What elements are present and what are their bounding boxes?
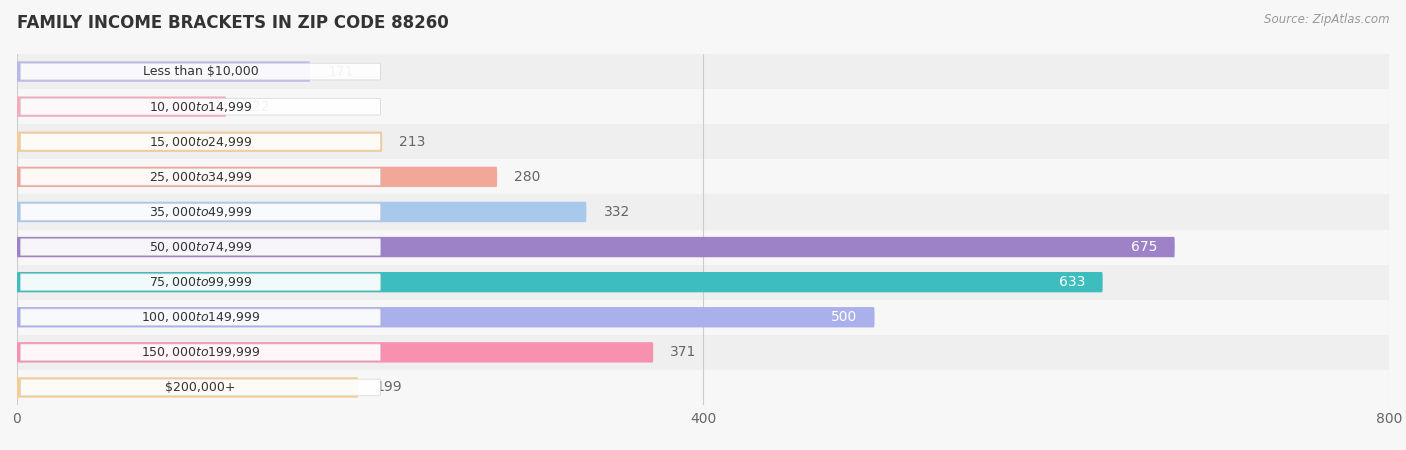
Text: 332: 332 [603, 205, 630, 219]
FancyBboxPatch shape [17, 202, 586, 222]
Text: 122: 122 [243, 99, 270, 114]
Bar [17, 194, 1389, 230]
Text: 500: 500 [831, 310, 858, 324]
Text: 371: 371 [671, 345, 697, 360]
FancyBboxPatch shape [20, 63, 381, 80]
Text: Less than $10,000: Less than $10,000 [142, 65, 259, 78]
Bar [17, 54, 1389, 89]
Text: FAMILY INCOME BRACKETS IN ZIP CODE 88260: FAMILY INCOME BRACKETS IN ZIP CODE 88260 [17, 14, 449, 32]
Text: $25,000 to $34,999: $25,000 to $34,999 [149, 170, 252, 184]
FancyBboxPatch shape [17, 307, 875, 328]
Bar [17, 230, 1389, 265]
Bar [17, 370, 1389, 405]
Text: 633: 633 [1059, 275, 1085, 289]
FancyBboxPatch shape [20, 98, 381, 115]
Text: 199: 199 [375, 380, 402, 395]
Text: $200,000+: $200,000+ [165, 381, 236, 394]
FancyBboxPatch shape [17, 96, 226, 117]
FancyBboxPatch shape [20, 379, 381, 396]
Bar [17, 89, 1389, 124]
Text: 280: 280 [515, 170, 541, 184]
FancyBboxPatch shape [17, 61, 311, 82]
Text: 675: 675 [1132, 240, 1157, 254]
FancyBboxPatch shape [17, 342, 654, 363]
FancyBboxPatch shape [20, 344, 381, 361]
FancyBboxPatch shape [17, 166, 498, 187]
Text: Source: ZipAtlas.com: Source: ZipAtlas.com [1264, 14, 1389, 27]
Text: 171: 171 [328, 64, 354, 79]
Bar [17, 265, 1389, 300]
FancyBboxPatch shape [17, 272, 1102, 292]
FancyBboxPatch shape [20, 309, 381, 326]
Text: $15,000 to $24,999: $15,000 to $24,999 [149, 135, 252, 149]
Text: 213: 213 [399, 135, 426, 149]
FancyBboxPatch shape [20, 133, 381, 150]
FancyBboxPatch shape [17, 237, 1175, 257]
FancyBboxPatch shape [20, 168, 381, 185]
Text: $50,000 to $74,999: $50,000 to $74,999 [149, 240, 252, 254]
FancyBboxPatch shape [17, 131, 382, 152]
Bar [17, 300, 1389, 335]
Bar [17, 335, 1389, 370]
Text: $150,000 to $199,999: $150,000 to $199,999 [141, 345, 260, 360]
Bar [17, 124, 1389, 159]
Text: $75,000 to $99,999: $75,000 to $99,999 [149, 275, 252, 289]
FancyBboxPatch shape [17, 377, 359, 398]
Bar [17, 159, 1389, 194]
FancyBboxPatch shape [20, 203, 381, 220]
FancyBboxPatch shape [20, 274, 381, 291]
Text: $35,000 to $49,999: $35,000 to $49,999 [149, 205, 252, 219]
FancyBboxPatch shape [20, 238, 381, 256]
Text: $10,000 to $14,999: $10,000 to $14,999 [149, 99, 252, 114]
Text: $100,000 to $149,999: $100,000 to $149,999 [141, 310, 260, 324]
